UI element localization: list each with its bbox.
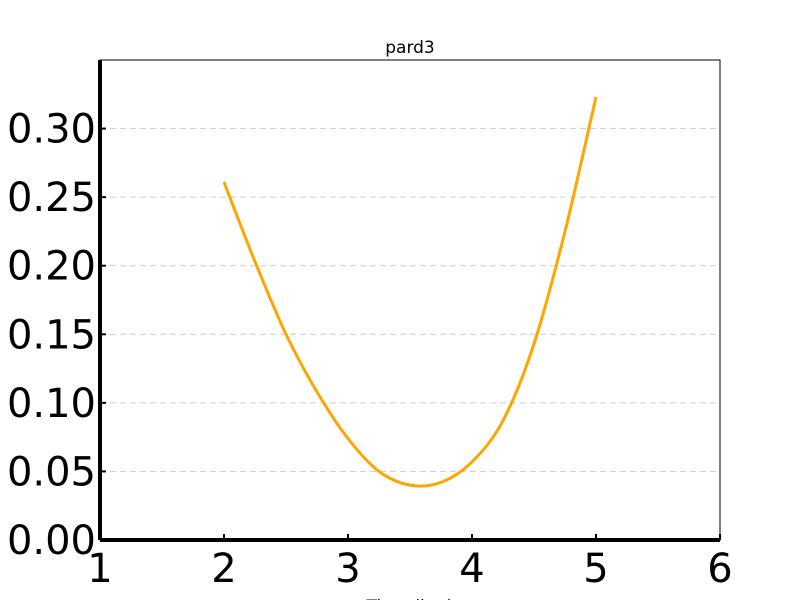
chart-title: pard3 bbox=[385, 38, 435, 58]
x-tick-label: 3 bbox=[335, 546, 360, 592]
y-tick-label: 0.10 bbox=[7, 381, 96, 427]
x-tick-label: 1 bbox=[87, 546, 112, 592]
data-line bbox=[222, 96, 598, 488]
x-axis-label: Time (hrs) bbox=[366, 597, 454, 600]
x-tick-label: 5 bbox=[583, 546, 608, 592]
plot-frame bbox=[99, 59, 721, 541]
y-tick-label: 0.20 bbox=[7, 244, 96, 290]
x-tick-label: 2 bbox=[211, 546, 236, 592]
x-tick-label: 4 bbox=[459, 546, 484, 592]
y-tick-label: 0.25 bbox=[7, 175, 96, 221]
x-tick-label: 6 bbox=[707, 546, 732, 592]
y-tick-label: 0.30 bbox=[7, 107, 96, 153]
y-tick-label: 0.15 bbox=[7, 312, 96, 358]
y-tick-label: 0.00 bbox=[7, 518, 96, 564]
y-tick-label: 0.05 bbox=[7, 449, 96, 495]
